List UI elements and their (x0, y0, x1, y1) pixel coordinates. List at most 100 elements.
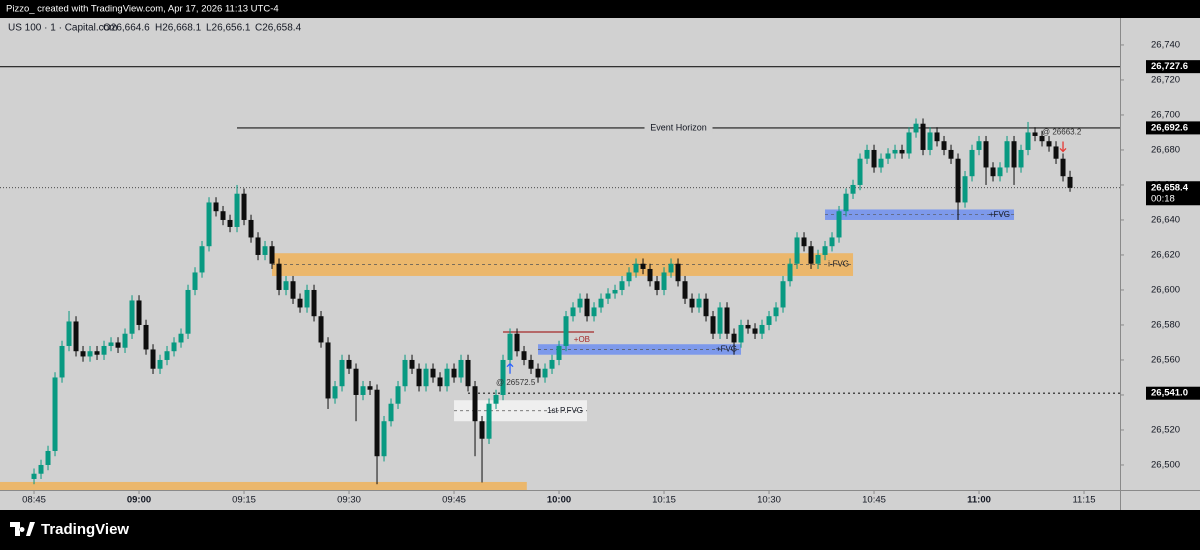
annotation: @ 26572.5 (496, 378, 536, 387)
candle-body (31, 473, 37, 479)
candle-body (430, 368, 436, 378)
candle-body (696, 298, 702, 308)
candle-body (752, 328, 758, 334)
candle-body (150, 349, 156, 369)
x-tick-label: 09:30 (337, 495, 361, 506)
y-tick-label: 26,640 (1151, 214, 1180, 225)
candle-body (479, 421, 485, 439)
legend-close: C26,658.4 (255, 23, 302, 34)
candle-body (640, 263, 646, 269)
candle-body (185, 289, 191, 334)
candle-body (1046, 141, 1052, 147)
candle-body (290, 281, 296, 299)
candle-body (402, 359, 408, 387)
symbol: US 100 · 1 · Capital.com (8, 23, 118, 34)
candle-body (969, 149, 975, 177)
x-tick-label: 11:15 (1072, 495, 1095, 506)
plot: i-FVG +FVG +FVG 1st P.FVG +OB Event Horizon 26… (0, 39, 1200, 506)
candle-body (549, 359, 555, 369)
zone (538, 344, 742, 355)
candle-body (675, 263, 681, 282)
tradingview-logo: TradingView (10, 521, 129, 538)
candle-body (570, 307, 576, 317)
candle-body (766, 316, 772, 325)
candle-body (619, 281, 625, 290)
y-tick-label: 26,620 (1151, 249, 1180, 260)
candle-body (220, 211, 226, 220)
legend-low: L26,656.1 (206, 23, 251, 34)
ob-label: +OB (574, 335, 590, 344)
x-tick-label: 09:15 (232, 495, 256, 506)
candle-body (521, 351, 527, 360)
candle-body (164, 351, 170, 360)
candle-body (395, 386, 401, 404)
candle-body (493, 394, 499, 404)
candle-body (871, 149, 877, 168)
candle-body (269, 246, 275, 264)
x-tick-label: 10:15 (652, 495, 676, 506)
candle-body (976, 141, 982, 150)
candle-body (178, 333, 184, 343)
candle-body (143, 324, 149, 350)
candle-body (850, 184, 856, 194)
candle-body (311, 289, 317, 317)
price-tag (1146, 121, 1200, 135)
candle-body (808, 246, 814, 264)
zone-label: +FVG (716, 345, 737, 354)
candle-body (388, 403, 394, 422)
candle-body (829, 237, 835, 247)
candle-body (934, 132, 940, 142)
candle-body (661, 272, 667, 290)
candle-body (612, 289, 618, 294)
x-tick-label: 10:00 (547, 495, 571, 506)
countdown: 00:18 (1151, 193, 1175, 204)
candle-body (689, 298, 695, 308)
candle-body (647, 268, 653, 282)
candle-body (717, 307, 723, 334)
y-tick-label: 26,700 (1151, 109, 1180, 120)
symbol-legend: US 100 · 1 · Capital.com O26,664.6 H26,6… (8, 23, 302, 34)
y-tick-label: 26,560 (1151, 354, 1180, 365)
candle-body (626, 272, 632, 282)
candle-body (444, 368, 450, 387)
x-tick-label: 08:45 (22, 495, 46, 506)
candle-body (367, 386, 373, 390)
candle-body (437, 377, 443, 387)
candle-body (542, 368, 548, 378)
candle-body (255, 237, 261, 255)
candle-body (745, 324, 751, 329)
price-tag-label: 26,727.6 (1151, 61, 1188, 72)
y-tick-label: 26,740 (1151, 39, 1180, 50)
candle-body (73, 321, 79, 352)
candle-body (129, 300, 135, 334)
candle-body (927, 132, 933, 150)
candle-body (1060, 158, 1066, 177)
arrow-marker (1059, 141, 1067, 153)
candle-body (136, 300, 142, 325)
price-tag-label: 26,692.6 (1151, 122, 1188, 133)
x-tick-label: 11:00 (967, 495, 991, 506)
x-tick-label: 09:45 (442, 495, 466, 506)
x-tick-label: 10:30 (757, 495, 781, 506)
legend-high: H26,668.1 (155, 23, 202, 34)
candle-body (864, 149, 870, 159)
candle-body (374, 389, 380, 457)
candle-body (955, 158, 961, 203)
candle-body (1025, 132, 1031, 150)
zone-label: 1st P.FVG (547, 406, 583, 415)
candle-body (605, 293, 611, 299)
candle-body (563, 316, 569, 346)
y-tick-label: 26,680 (1151, 144, 1180, 155)
candle-body (1018, 149, 1024, 168)
candle-body (38, 464, 44, 474)
price-tag-label: 26,541.0 (1151, 388, 1188, 399)
candle-body (1053, 146, 1059, 159)
candle-body (192, 272, 198, 290)
candle-body (262, 246, 268, 255)
zone-label: +FVG (989, 210, 1010, 219)
x-tick-label: 10:45 (862, 495, 886, 506)
candle-body (962, 176, 968, 203)
candle-body (318, 316, 324, 343)
candle-body (339, 359, 345, 387)
